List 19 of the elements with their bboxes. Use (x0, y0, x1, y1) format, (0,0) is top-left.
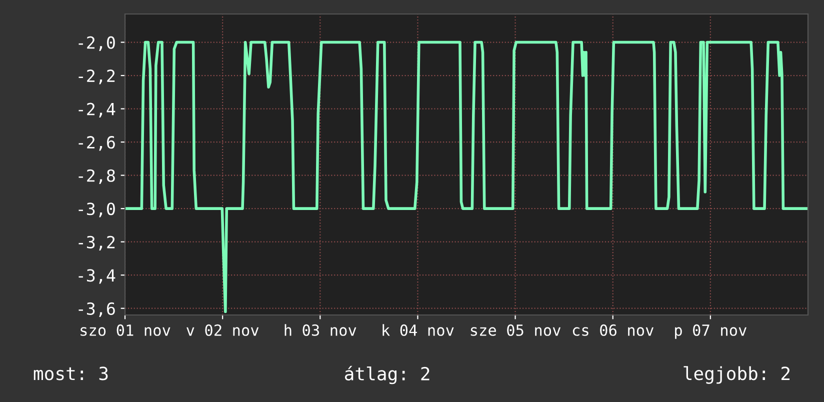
y-tick-label: -3,4 (78, 269, 116, 284)
x-tick-label: k 04 nov (382, 324, 454, 336)
x-tick-label: p 07 nov (675, 324, 746, 339)
y-tick-label: -2,2 (78, 70, 115, 84)
x-tick-label: szo 01 nov (80, 324, 170, 336)
text: most: 3 (34, 366, 108, 380)
x-tick-label: cs 06 nov (572, 324, 654, 336)
y-tick-label: -3,0 (78, 202, 115, 218)
y-tick-label: -2,8 (78, 169, 115, 184)
y-tick-label: -3,2 (78, 236, 115, 251)
y-tick-label: -2,6 (78, 136, 115, 151)
y-tick-label: -3,6 (78, 302, 115, 318)
y-tick-label: -2,0 (78, 36, 115, 51)
text: legjobb: 2 (684, 366, 790, 384)
x-tick-label: v 02 nov (186, 324, 259, 336)
text: átlag: 2 (344, 366, 430, 384)
x-tick-label: h 03 nov (284, 324, 356, 336)
y-tick-label: -2,4 (78, 102, 116, 118)
x-tick-label: sze 05 nov (470, 324, 561, 336)
